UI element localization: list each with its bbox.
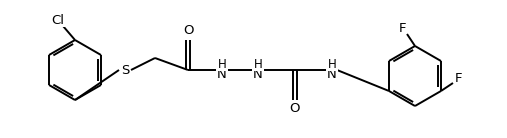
Text: O: O	[183, 25, 193, 38]
Text: N: N	[253, 68, 263, 82]
Text: H: H	[218, 58, 226, 71]
Text: O: O	[289, 103, 300, 116]
Text: S: S	[121, 63, 129, 76]
Text: F: F	[399, 22, 406, 34]
Text: N: N	[327, 68, 337, 82]
Text: H: H	[254, 58, 263, 71]
Text: Cl: Cl	[52, 14, 64, 26]
Text: H: H	[328, 58, 336, 71]
Text: F: F	[455, 72, 463, 86]
Text: N: N	[217, 68, 227, 82]
